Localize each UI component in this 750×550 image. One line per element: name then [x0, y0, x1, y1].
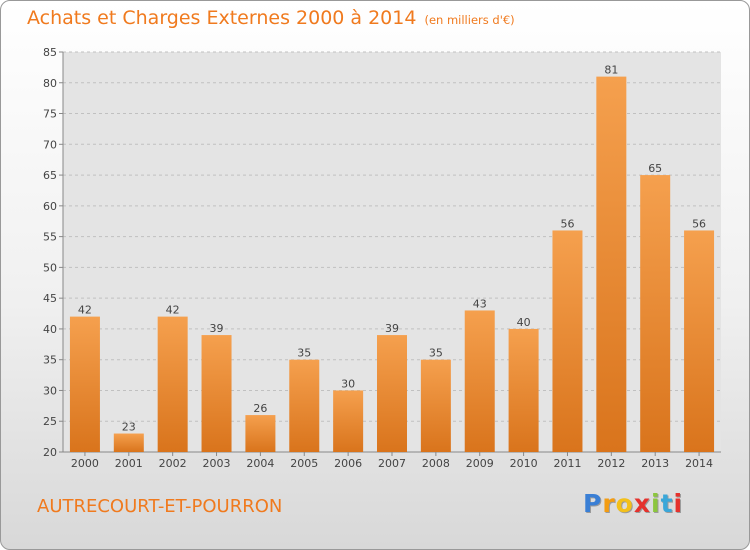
bar	[464, 310, 495, 452]
x-tick-label: 2003	[203, 457, 231, 470]
x-tick-label: 2010	[510, 457, 538, 470]
bar	[377, 335, 407, 452]
bar-value-label: 39	[210, 322, 224, 335]
x-tick-label: 2007	[378, 457, 406, 470]
x-tick-label: 2000	[71, 457, 99, 470]
bar-value-label: 40	[517, 316, 531, 329]
bar-value-label: 81	[604, 64, 618, 77]
bar-value-label: 39	[385, 322, 399, 335]
y-tick-label: 50	[43, 261, 57, 274]
bar-value-label: 56	[560, 217, 574, 230]
logo-letter: x	[633, 489, 651, 518]
x-tick-label: 2002	[159, 457, 187, 470]
bar	[420, 359, 451, 452]
x-tick-label: 2014	[685, 457, 713, 470]
x-tick-label: 2012	[597, 457, 625, 470]
y-tick-label: 25	[43, 415, 57, 428]
bar-value-label: 35	[297, 347, 311, 360]
bar-value-label: 23	[122, 421, 136, 434]
x-tick-label: 2009	[466, 457, 494, 470]
bar	[640, 175, 671, 453]
y-tick-label: 75	[43, 108, 57, 121]
x-tick-label: 2013	[641, 457, 669, 470]
bar	[245, 415, 276, 452]
logo-letter: o	[615, 489, 634, 518]
bar	[596, 76, 627, 452]
bar	[684, 230, 715, 452]
x-tick-label: 2008	[422, 457, 450, 470]
x-tick-label: 2001	[115, 457, 143, 470]
bar	[113, 433, 144, 452]
chart-title-text: Achats et Charges Externes 2000 à 2014	[27, 7, 417, 29]
y-tick-label: 30	[43, 384, 57, 397]
x-tick-label: 2004	[246, 457, 274, 470]
y-tick-label: 20	[43, 446, 57, 459]
chart-unit: (en milliers d'€)	[424, 13, 515, 27]
logo-letter: i	[673, 489, 684, 518]
y-tick-label: 60	[43, 200, 57, 213]
city-name: AUTRECOURT-ET-POURRON	[37, 496, 283, 517]
y-tick-label: 45	[43, 292, 57, 305]
bar	[552, 230, 583, 452]
bar	[157, 316, 188, 452]
bar-value-label: 65	[648, 162, 662, 175]
bar	[69, 316, 100, 452]
logo-letter: i	[651, 489, 661, 518]
y-tick-label: 80	[43, 77, 57, 90]
x-tick-label: 2006	[334, 457, 362, 470]
x-tick-label: 2011	[553, 457, 581, 470]
proxiti-logo: Proxiti	[583, 489, 683, 518]
bar	[201, 335, 232, 452]
y-tick-label: 35	[43, 354, 57, 367]
y-tick-label: 70	[43, 138, 57, 151]
bar-value-label: 42	[78, 304, 92, 317]
bar	[289, 359, 320, 452]
bar-value-label: 26	[253, 402, 267, 415]
y-tick-label: 55	[43, 231, 57, 244]
x-tick-label: 2005	[290, 457, 318, 470]
bar-value-label: 30	[341, 377, 355, 390]
logo-letter: r	[602, 489, 616, 518]
y-tick-label: 65	[43, 169, 57, 182]
bar-value-label: 43	[473, 297, 487, 310]
bar-value-label: 56	[692, 217, 706, 230]
bar-value-label: 35	[429, 347, 443, 360]
y-tick-label: 40	[43, 323, 57, 336]
chart-title: Achats et Charges Externes 2000 à 2014 (e…	[27, 7, 515, 29]
bar	[333, 390, 364, 452]
bar-value-label: 42	[166, 304, 180, 317]
logo-letter: P	[583, 489, 603, 518]
logo-letter: t	[660, 489, 674, 518]
y-tick-label: 85	[43, 46, 57, 59]
bar	[508, 328, 539, 452]
